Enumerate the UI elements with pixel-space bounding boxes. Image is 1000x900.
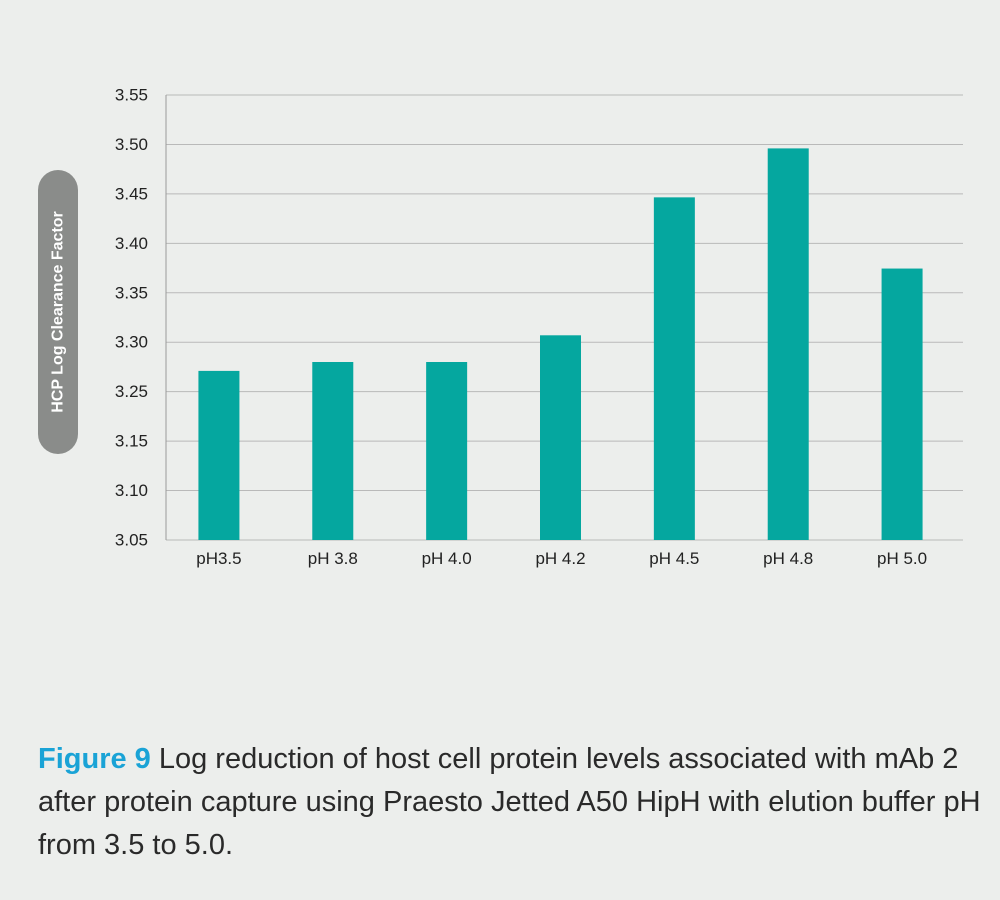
y-tick-label: 3.25 [115,382,148,401]
y-tick-label: 3.10 [115,481,148,500]
y-tick-label: 3.35 [115,283,148,302]
bar [426,362,468,540]
x-tick-label: pH3.5 [196,549,241,568]
x-tick-label: pH 5.0 [877,549,927,568]
x-tick-label: pH 3.8 [308,549,358,568]
bar-chart: 3.05 3.10 3.15 3.25 3.30 3.35 3.40 3.45 3.50 3.55… [38,86,963,568]
y-tick-label: 3.40 [115,234,148,253]
bars [198,148,923,540]
x-tick-label: pH 4.5 [649,549,699,568]
y-tick-label: 3.30 [115,333,148,352]
x-tick-label: pH 4.0 [422,549,472,568]
y-axis-label-pill [38,170,78,454]
bar [198,370,240,540]
y-axis-tick-labels: 3.05 3.10 3.15 3.25 3.30 3.35 3.40 3.45 3.50 3.55 [115,86,148,550]
y-tick-label: 3.50 [115,135,148,154]
bar [540,335,581,540]
caption-text: Log reduction of host cell protein level… [38,743,981,861]
x-tick-label: pH 4.2 [535,549,585,568]
bar [881,268,923,540]
figure-label: Figure 9 [38,743,151,775]
bar [653,197,695,540]
y-axis-label-text: HCP Log Clearance Factor [50,211,67,413]
figure-caption: Figure 9 Log reduction of host cell prot… [38,738,983,867]
y-tick-label: 3.45 [115,184,148,203]
y-tick-label: 3.55 [115,86,148,105]
y-tick-label: 3.15 [115,432,148,451]
y-tick-label: 3.05 [115,531,148,550]
bar [312,362,354,540]
y-axis-label: HCP Log Clearance Factor [38,170,78,454]
bar [767,148,809,540]
x-tick-label: pH 4.8 [763,549,813,568]
x-axis-tick-labels: pH3.5 pH 3.8 pH 4.0 pH 4.2 pH 4.5 pH 4.8 pH 5.… [196,549,927,568]
